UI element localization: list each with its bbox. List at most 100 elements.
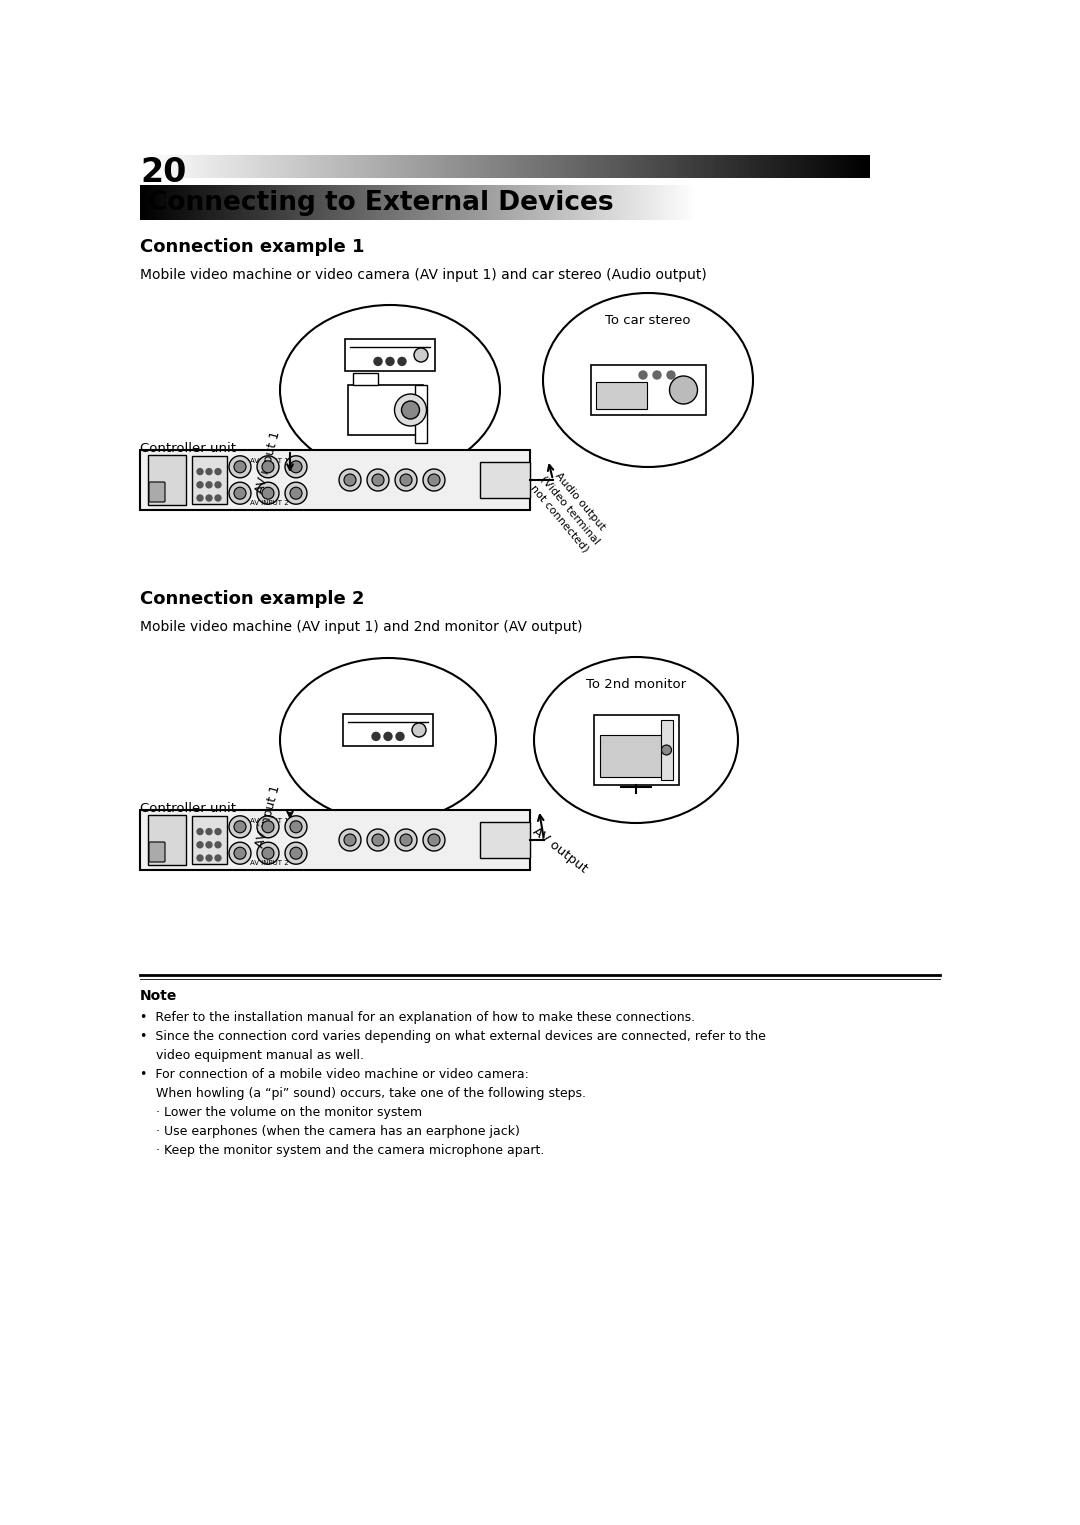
- Circle shape: [285, 816, 307, 837]
- Text: •  Since the connection cord varies depending on what external devices are conne: • Since the connection cord varies depen…: [140, 1029, 766, 1043]
- Circle shape: [291, 820, 302, 833]
- Circle shape: [372, 732, 380, 741]
- Text: · Lower the volume on the monitor system: · Lower the volume on the monitor system: [140, 1106, 422, 1119]
- Circle shape: [215, 856, 221, 862]
- Bar: [599, 735, 663, 778]
- Circle shape: [395, 830, 417, 851]
- Circle shape: [234, 820, 246, 833]
- Text: Connection example 2: Connection example 2: [140, 590, 365, 608]
- Text: Note: Note: [140, 990, 177, 1003]
- Text: AV input 1: AV input 1: [254, 430, 283, 496]
- Circle shape: [262, 461, 274, 473]
- Circle shape: [234, 848, 246, 859]
- Bar: [148, 814, 186, 865]
- Circle shape: [215, 496, 221, 502]
- Circle shape: [670, 377, 698, 404]
- Circle shape: [229, 456, 251, 477]
- Circle shape: [197, 828, 203, 834]
- Text: Mobile video machine (AV input 1) and 2nd monitor (AV output): Mobile video machine (AV input 1) and 2n…: [140, 621, 582, 634]
- Circle shape: [394, 393, 427, 425]
- Circle shape: [206, 828, 212, 834]
- Text: Audio output
(Video terminal
not connected): Audio output (Video terminal not connect…: [528, 465, 611, 555]
- Text: AV INPUT 2: AV INPUT 2: [251, 500, 288, 506]
- Circle shape: [215, 828, 221, 834]
- Bar: [352, 374, 378, 384]
- Circle shape: [285, 456, 307, 477]
- Text: To 2nd monitor: To 2nd monitor: [586, 679, 686, 691]
- Circle shape: [396, 732, 404, 741]
- Circle shape: [667, 371, 675, 380]
- Bar: [140, 450, 530, 509]
- Text: AV INPUT 1: AV INPUT 1: [251, 458, 288, 464]
- Bar: [480, 822, 530, 859]
- Circle shape: [400, 474, 411, 486]
- Circle shape: [367, 830, 389, 851]
- Bar: [192, 456, 227, 503]
- Bar: [192, 816, 227, 865]
- FancyBboxPatch shape: [149, 842, 165, 862]
- Circle shape: [197, 468, 203, 474]
- Circle shape: [291, 486, 302, 499]
- Circle shape: [423, 830, 445, 851]
- Bar: [595, 381, 647, 409]
- Text: · Keep the monitor system and the camera microphone apart.: · Keep the monitor system and the camera…: [140, 1144, 544, 1157]
- Circle shape: [262, 820, 274, 833]
- Circle shape: [411, 723, 426, 737]
- Circle shape: [206, 482, 212, 488]
- Circle shape: [402, 401, 419, 419]
- Text: Controller unit: Controller unit: [140, 802, 237, 814]
- Bar: [415, 384, 427, 442]
- Circle shape: [206, 856, 212, 862]
- Text: AV INPUT 1: AV INPUT 1: [251, 817, 288, 824]
- Circle shape: [285, 842, 307, 865]
- Circle shape: [374, 357, 382, 366]
- Circle shape: [257, 842, 279, 865]
- Bar: [148, 454, 186, 505]
- Text: Controller unit: Controller unit: [140, 442, 237, 454]
- FancyBboxPatch shape: [149, 482, 165, 502]
- Circle shape: [257, 456, 279, 477]
- Bar: [480, 462, 530, 499]
- Text: Mobile video machine or video camera (AV input 1) and car stereo (Audio output): Mobile video machine or video camera (AV…: [140, 268, 706, 282]
- Circle shape: [215, 842, 221, 848]
- Text: AV input 1: AV input 1: [254, 784, 283, 848]
- Circle shape: [423, 470, 445, 491]
- Circle shape: [229, 482, 251, 505]
- Bar: [594, 715, 678, 785]
- Bar: [591, 364, 705, 415]
- Text: AV output: AV output: [530, 825, 590, 875]
- Circle shape: [339, 470, 361, 491]
- Circle shape: [257, 482, 279, 505]
- Circle shape: [262, 848, 274, 859]
- Circle shape: [206, 842, 212, 848]
- Text: video equipment manual as well.: video equipment manual as well.: [140, 1049, 364, 1061]
- Circle shape: [414, 348, 428, 361]
- Circle shape: [215, 482, 221, 488]
- Circle shape: [372, 834, 384, 846]
- Circle shape: [229, 816, 251, 837]
- Circle shape: [661, 746, 672, 755]
- Text: Connection example 1: Connection example 1: [140, 238, 365, 256]
- Text: To car stereo: To car stereo: [605, 314, 691, 326]
- Circle shape: [206, 496, 212, 502]
- Text: · Use earphones (when the camera has an earphone jack): · Use earphones (when the camera has an …: [140, 1125, 519, 1138]
- Circle shape: [234, 461, 246, 473]
- Text: •  For connection of a mobile video machine or video camera:: • For connection of a mobile video machi…: [140, 1068, 529, 1081]
- Bar: [140, 810, 530, 869]
- Circle shape: [206, 468, 212, 474]
- Circle shape: [291, 461, 302, 473]
- Circle shape: [345, 834, 356, 846]
- Circle shape: [372, 474, 384, 486]
- Text: AV INPUT 2: AV INPUT 2: [251, 860, 288, 866]
- Bar: [661, 720, 673, 779]
- Circle shape: [399, 357, 406, 366]
- Circle shape: [384, 732, 392, 741]
- Bar: [345, 339, 435, 371]
- Circle shape: [215, 468, 221, 474]
- Circle shape: [197, 482, 203, 488]
- Circle shape: [345, 474, 356, 486]
- Text: 20: 20: [140, 157, 187, 189]
- Circle shape: [639, 371, 647, 380]
- Text: Connecting to External Devices: Connecting to External Devices: [148, 189, 613, 215]
- Circle shape: [428, 834, 440, 846]
